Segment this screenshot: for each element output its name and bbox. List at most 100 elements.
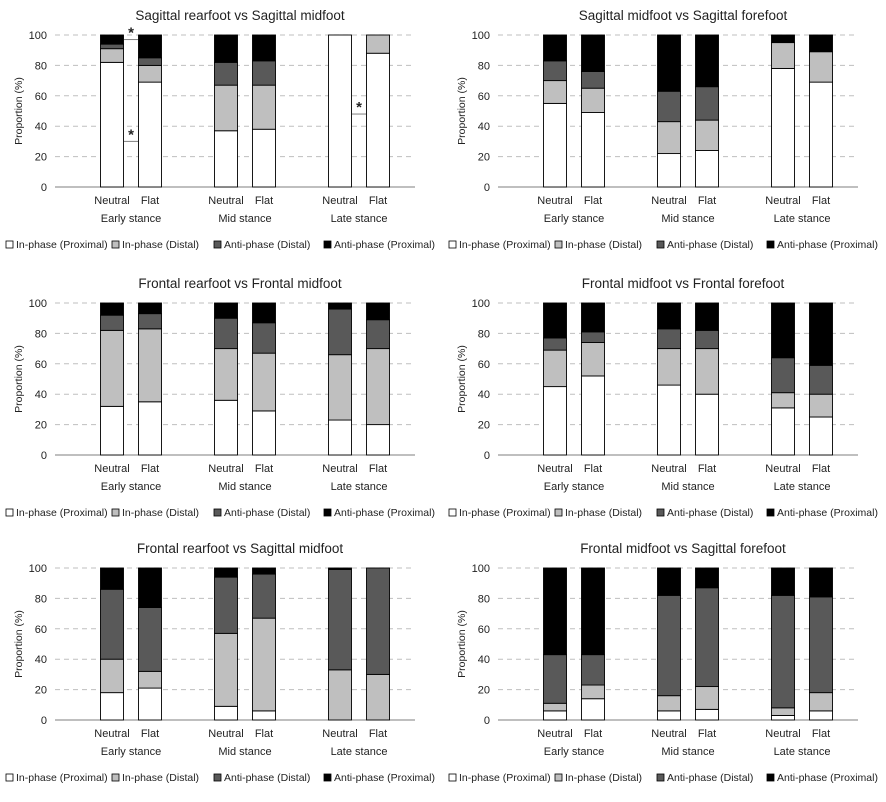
legend-swatch-3 (656, 508, 665, 517)
bar-segment-4 (214, 34, 238, 63)
bar-segment-3 (366, 319, 390, 350)
bar-segment-4 (809, 567, 833, 598)
bar-segment-4 (771, 302, 795, 359)
x-category-label: Neutral (322, 463, 357, 475)
legend-swatch-3 (213, 508, 222, 517)
bar-segment-2 (695, 348, 719, 395)
significance-marker: * (356, 99, 362, 116)
y-tick-label: 20 (35, 685, 47, 697)
legend-swatch-4 (766, 508, 775, 517)
bar-segment-2 (138, 670, 162, 689)
y-tick-label: 20 (478, 420, 490, 432)
bar-segment-1 (695, 150, 719, 188)
bar-segment-3 (328, 308, 352, 356)
bar-segment-1 (657, 153, 681, 188)
bar-segment-3 (657, 90, 681, 123)
legend-label: In-phase (Proximal) (459, 772, 551, 784)
y-tick-label: 40 (478, 389, 490, 401)
bar-segment-3 (252, 60, 276, 86)
y-tick-label: 60 (35, 359, 47, 371)
legend-label: Anti-phase (Proximal) (334, 507, 435, 519)
bar-segment-4 (214, 302, 238, 319)
y-tick-label: 100 (29, 563, 47, 575)
bar-segment-2 (657, 695, 681, 712)
bar-segment-4 (581, 302, 605, 333)
bar-segment-4 (138, 302, 162, 315)
bar-segment-2 (214, 348, 238, 401)
chart-panel-5: Frontal rearfoot vs Sagittal midfoot Prop… (5, 541, 435, 784)
bar-segment-4 (809, 302, 833, 366)
x-group-label: Mid stance (661, 746, 714, 758)
bar-segment-2 (100, 48, 124, 63)
y-tick-label: 40 (35, 121, 47, 133)
legend-swatch-3 (213, 240, 222, 249)
x-group-label: Late stance (774, 481, 831, 493)
x-group-label: Mid stance (218, 481, 271, 493)
bar-segment-1 (657, 384, 681, 456)
legend-swatch-1 (448, 773, 457, 782)
legend-label: In-phase (Distal) (122, 507, 199, 519)
chart-title: Frontal midfoot vs Frontal forefoot (582, 276, 785, 291)
chart-title: Sagittal midfoot vs Sagittal forefoot (579, 8, 788, 23)
legend-swatch-1 (448, 508, 457, 517)
x-category-label: Flat (255, 728, 273, 740)
significance-marker: * (128, 126, 134, 143)
legend-label: Anti-phase (Distal) (224, 772, 310, 784)
bar-segment-3 (809, 364, 833, 395)
bar-segment-3 (771, 357, 795, 394)
bar-segment-1 (100, 61, 124, 188)
bar-segment-4 (657, 567, 681, 596)
legend-swatch-2 (554, 240, 563, 249)
x-category-label: Neutral (651, 463, 686, 475)
bar-segment-3 (252, 573, 276, 619)
legend-label: Anti-phase (Proximal) (777, 772, 878, 784)
legend-swatch-2 (111, 508, 120, 517)
x-category-label: Flat (369, 195, 387, 207)
bar-segment-2 (366, 673, 390, 721)
y-tick-label: 0 (41, 182, 47, 194)
legend-label: In-phase (Proximal) (16, 507, 108, 519)
bar-segment-3 (581, 654, 605, 686)
bar-segment-1 (100, 692, 124, 721)
x-group-label: Early stance (101, 746, 162, 758)
bar-segment-2 (771, 707, 795, 716)
x-category-label: Neutral (651, 195, 686, 207)
bar-segment-1 (138, 81, 162, 188)
legend-label: In-phase (Proximal) (16, 772, 108, 784)
chart-title: Sagittal rearfoot vs Sagittal midfoot (135, 8, 345, 23)
bar-segment-1 (695, 708, 719, 721)
x-category-label: Flat (812, 195, 830, 207)
x-group-label: Mid stance (661, 481, 714, 493)
x-group-label: Late stance (774, 213, 831, 225)
bar-segment-1 (252, 710, 276, 721)
x-group-label: Mid stance (661, 213, 714, 225)
bar-segment-3 (100, 588, 124, 660)
x-category-label: Neutral (322, 728, 357, 740)
x-group-label: Late stance (331, 746, 388, 758)
x-category-label: Neutral (765, 195, 800, 207)
legend-label: In-phase (Distal) (565, 239, 642, 251)
legend-swatch-4 (766, 240, 775, 249)
bar-segment-3 (138, 607, 162, 672)
bar-segment-3 (366, 567, 390, 675)
x-category-label: Neutral (765, 728, 800, 740)
x-group-label: Early stance (544, 746, 605, 758)
bar-segment-2 (328, 669, 352, 721)
y-tick-label: 20 (35, 152, 47, 164)
legend-swatch-4 (323, 508, 332, 517)
x-category-label: Neutral (322, 195, 357, 207)
chart-panel-4: Frontal midfoot vs Frontal forefoot Propo… (448, 276, 878, 519)
bar-segment-3 (543, 337, 567, 351)
bar-segment-4 (581, 34, 605, 72)
x-group-label: Late stance (331, 213, 388, 225)
y-tick-label: 80 (478, 328, 490, 340)
y-tick-label: 0 (484, 450, 490, 462)
legend-swatch-1 (5, 508, 14, 517)
bar-segment-4 (328, 302, 352, 310)
bar-segment-4 (809, 34, 833, 53)
bar-segment-2 (252, 352, 276, 412)
bar-segment-4 (138, 567, 162, 608)
bar-segment-1 (581, 698, 605, 721)
y-axis-label: Proportion (%) (456, 77, 468, 145)
